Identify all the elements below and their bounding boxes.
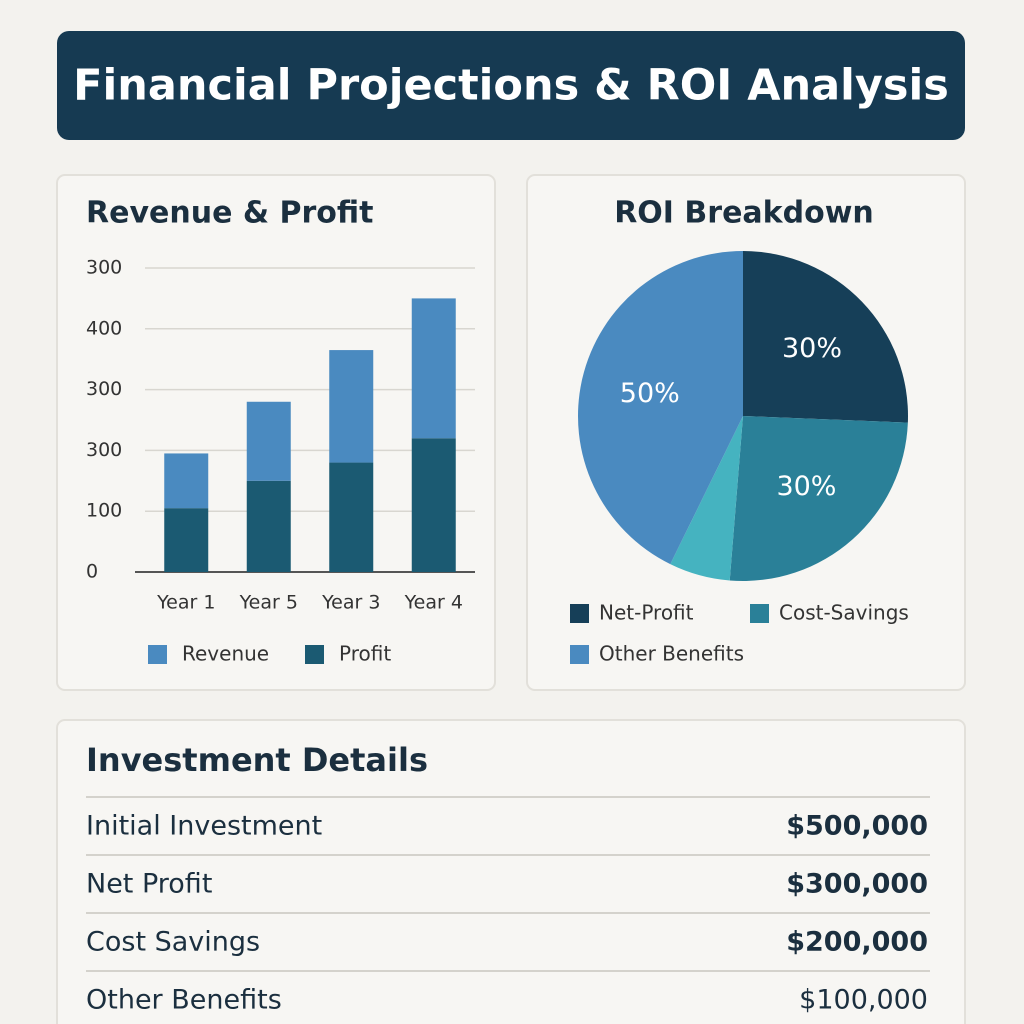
page-title: Financial Projections & ROI Analysis [73,61,949,111]
bar-segment [164,453,209,509]
bar-segment [411,298,456,439]
legend-swatch [750,604,769,623]
y-tick-label: 300 [86,257,122,279]
bar-chart-title: Revenue & Profit [86,196,373,231]
row-value: $300,000 [786,869,928,900]
pie-slice [729,416,908,581]
bar-segment [329,462,374,572]
bar-segment [246,480,291,572]
x-tick-label: Year 5 [239,592,298,614]
y-tick-label: 300 [86,439,122,461]
x-tick-label: Year 1 [156,592,215,614]
row-label: Other Benefits [86,985,282,1016]
pie-slice [578,251,743,565]
legend-label: Cost-Savings [779,601,909,625]
x-tick-label: Year 3 [321,592,380,614]
row-value: $200,000 [786,927,928,958]
y-tick-label: 400 [86,317,122,339]
table-title: Investment Details [86,741,428,779]
bar-segment [329,350,374,463]
row-value: $100,000 [799,985,928,1016]
y-tick-label: 0 [86,561,98,583]
legend-label: Other Benefits [599,642,744,666]
bar-segment [411,438,456,572]
legend-swatch [570,604,589,623]
row-label: Initial Investment [86,811,322,842]
legend-label: Profit [339,642,391,666]
row-value: $500,000 [786,811,928,842]
bar-segment [164,508,209,572]
pie-slice [743,251,908,423]
row-label: Net Profit [86,869,212,900]
legend-swatch [305,645,324,664]
legend-label: Net-Profit [599,601,694,625]
row-label: Cost Savings [86,927,260,958]
pie-slice [670,416,743,581]
slice-label: 50% [620,378,680,409]
slice-label: 30% [782,333,842,364]
legend-swatch [148,645,167,664]
y-tick-label: 300 [86,378,122,400]
bar-segment [246,401,291,481]
slice-label: 30% [776,471,836,502]
legend-label: Revenue [182,642,269,666]
legend-swatch [570,645,589,664]
pie-chart-title: ROI Breakdown [614,196,874,231]
x-tick-label: Year 4 [404,592,463,614]
title-banner [57,31,965,140]
y-tick-label: 100 [86,500,122,522]
